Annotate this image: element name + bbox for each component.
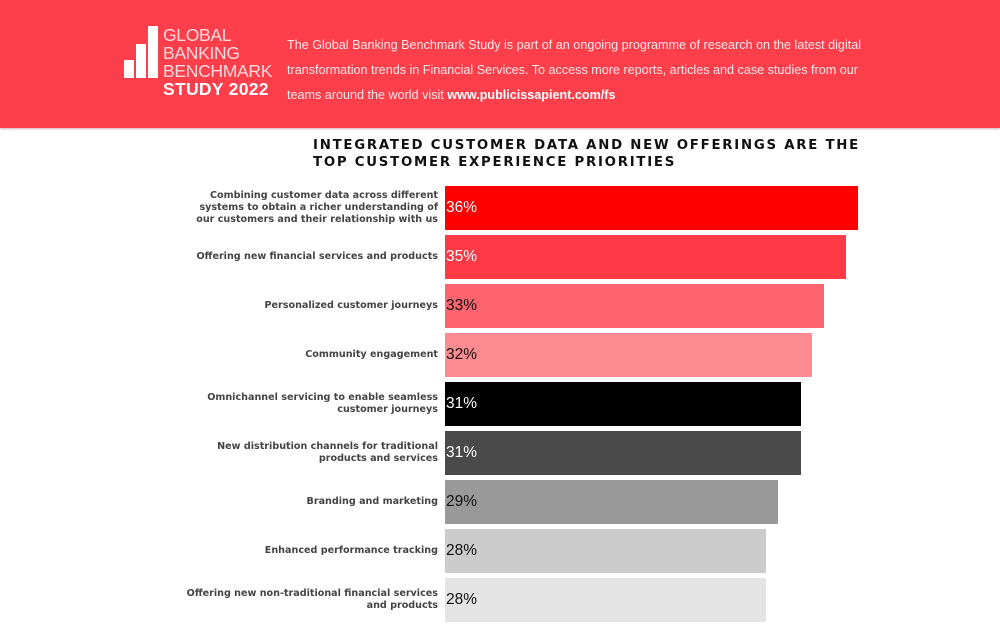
logo-bar (136, 44, 146, 78)
logo-bar (124, 60, 134, 78)
bar (445, 578, 767, 622)
category-label: New distribution channels for traditiona… (217, 441, 438, 464)
category-label: Enhanced performance tracking (264, 545, 438, 556)
logo-line: GLOBAL (163, 25, 232, 45)
bar-chart-icon (123, 26, 163, 78)
chart-title: INTEGRATED CUSTOMER DATA AND NEW OFFERIN… (313, 138, 861, 170)
category-label: Offering new financial services and prod… (196, 251, 438, 262)
category-label: Offering new non-traditional financial s… (186, 588, 438, 611)
data-label: 32% (446, 346, 478, 363)
category-label: Personalized customer journeys (264, 300, 438, 311)
category-label: Community engagement (305, 349, 438, 360)
website-link[interactable]: www.publicissapient.com/fs (447, 88, 616, 102)
logo-line: BANKING (163, 43, 240, 63)
logo-study-year: STUDY 2022 (163, 79, 269, 99)
intro-body: The Global Banking Benchmark Study is pa… (287, 38, 862, 102)
logo-bar (148, 26, 158, 78)
category-label: Branding and marketing (306, 496, 438, 507)
category-label: Combining customer data across different… (196, 190, 438, 225)
bar (445, 529, 767, 573)
data-label: 31% (446, 395, 478, 412)
bar (445, 284, 824, 328)
data-label: 36% (446, 199, 478, 216)
data-label: 35% (446, 248, 478, 265)
bar (445, 480, 778, 524)
bar (445, 431, 801, 475)
intro-text: The Global Banking Benchmark Study is pa… (287, 33, 887, 108)
category-label: Omnichannel servicing to enable seamless… (207, 392, 438, 415)
bar (445, 235, 847, 279)
data-label: 29% (446, 493, 478, 510)
logo-text: GLOBAL BANKING BENCHMARK STUDY 2022 (163, 26, 272, 98)
data-label: 28% (446, 542, 478, 559)
data-label: 28% (446, 591, 478, 608)
bar (445, 186, 858, 230)
study-logo: GLOBAL BANKING BENCHMARK STUDY 2022 (123, 26, 283, 106)
bar (445, 382, 801, 426)
header-banner: GLOBAL BANKING BENCHMARK STUDY 2022 The … (0, 0, 1000, 128)
data-label: 31% (446, 444, 478, 461)
bar (445, 333, 813, 377)
data-label: 33% (446, 297, 478, 314)
logo-line: BENCHMARK (163, 61, 273, 81)
